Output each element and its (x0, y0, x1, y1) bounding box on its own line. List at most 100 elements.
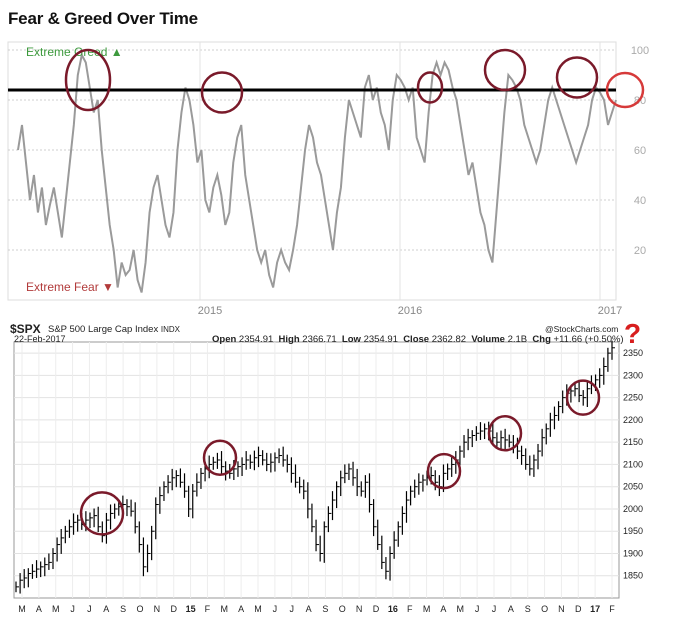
spx-y-ticks: 1850 1900 1950 2000 2050 2100 2150 2200 2250 2300… (623, 348, 643, 581)
fear-greed-plot-area (7, 41, 617, 301)
spx-x-tick-label: 17 (590, 604, 600, 614)
spx-plot-area (13, 341, 620, 599)
spx-x-tick-label: A (103, 604, 109, 614)
volume-label: Volume (471, 334, 505, 345)
spx-y-tick-label: 2300 (623, 370, 643, 380)
chg-label: Chg (532, 334, 551, 345)
close-label: Close (403, 334, 430, 345)
current-reading-circle (605, 71, 645, 109)
spx-x-tick-label: S (525, 604, 531, 614)
chg-value: +11.66 (+0.50%) (553, 334, 624, 345)
spx-y-tick-label: 2050 (623, 482, 643, 492)
greed-peak-circle (483, 48, 527, 92)
spx-x-tick-label: A (440, 604, 446, 614)
spx-x-tick-label: S (322, 604, 328, 614)
spx-y-tick-label: 1950 (623, 526, 643, 536)
spx-x-tick-label: 15 (186, 604, 196, 614)
spx-name: S&P 500 Large Cap Index INDX (48, 324, 180, 335)
spx-peak-circle (79, 491, 125, 536)
spx-x-ticks: M A M J J A S O N D 15 F M A M J J A S O N D 16 F M A M J J A S O N D 17 F (18, 604, 615, 614)
spx-peak-circle (426, 452, 462, 490)
greed-peak-circle (416, 71, 444, 104)
fear-greed-x-tick-label: 2015 (198, 305, 222, 317)
spx-x-tick-label: A (36, 604, 42, 614)
spx-x-tick-label: M (52, 604, 60, 614)
spx-panel: 1850 1900 1950 2000 2050 2100 2150 2200 2250 2300… (13, 340, 643, 614)
spx-x-tick-label: A (508, 604, 514, 614)
spx-y-tick-label: 1850 (623, 571, 643, 581)
fear-greed-y-tick-label: 40 (634, 195, 646, 207)
question-mark-annotation: ? (624, 318, 642, 349)
spx-x-tick-label: N (154, 604, 161, 614)
spx-y-tick-label: 2000 (623, 504, 643, 514)
greed-peak-circle (200, 71, 244, 114)
spx-x-tick-label: M (18, 604, 26, 614)
chart-title: Fear & Greed Over Time (8, 9, 198, 28)
spx-exchange: INDX (160, 325, 180, 334)
spx-ohlc-row: Open 2354.91 High 2366.71 Low 2354.91 Cl… (212, 334, 624, 345)
spx-x-tick-label: O (136, 604, 143, 614)
fear-greed-gridlines (8, 42, 616, 300)
fear-greed-x-ticks: 2015 2016 2017 (198, 305, 622, 317)
spx-x-tick-label: 16 (388, 604, 398, 614)
spx-price-bars (15, 340, 615, 594)
fear-greed-x-tick-label: 2017 (598, 305, 622, 317)
spx-x-tick-label: D (373, 604, 380, 614)
spx-y-tick-label: 1900 (623, 548, 643, 558)
spx-x-tick-label: M (254, 604, 262, 614)
spx-x-tick-label: N (356, 604, 363, 614)
high-label: High (278, 334, 300, 345)
spx-peak-circle (487, 415, 523, 452)
spx-x-tick-label: N (558, 604, 565, 614)
spx-index-name: S&P 500 Large Cap Index (48, 324, 159, 335)
fear-greed-x-tick-label: 2016 (398, 305, 422, 317)
spx-x-tick-label: J (475, 604, 480, 614)
high-value: 2366.71 (302, 334, 337, 345)
extreme-greed-label: Extreme Greed ▲ (26, 45, 123, 59)
spx-x-tick-label: J (289, 604, 294, 614)
spx-x-tick-label: M (221, 604, 229, 614)
greed-peak-circle (555, 56, 599, 99)
spx-x-tick-label: S (120, 604, 126, 614)
spx-x-tick-label: J (70, 604, 75, 614)
open-label: Open (212, 334, 237, 345)
spx-x-tick-label: A (306, 604, 312, 614)
fear-greed-annotation-circles (64, 48, 645, 114)
close-value: 2362.82 (431, 334, 467, 345)
spx-symbol: $SPX (10, 322, 41, 336)
spx-x-tick-label: D (575, 604, 582, 614)
extreme-fear-label: Extreme Fear ▼ (26, 280, 114, 294)
spx-y-tick-label: 2200 (623, 415, 643, 425)
spx-peak-circle (565, 379, 601, 416)
low-value: 2354.91 (363, 334, 398, 345)
spx-y-tick-label: 2250 (623, 393, 643, 403)
fear-greed-y-tick-label: 100 (631, 45, 649, 57)
watermark: @StockCharts.com (545, 324, 619, 334)
spx-annotation-circles (79, 379, 601, 536)
spx-x-tick-label: O (339, 604, 346, 614)
spx-y-tick-label: 2100 (623, 459, 643, 469)
fear-greed-y-tick-label: 60 (634, 145, 646, 157)
spx-x-tick-label: A (238, 604, 244, 614)
spx-x-tick-label: F (609, 604, 615, 614)
open-value: 2354.91 (238, 334, 274, 345)
spx-x-tick-label: M (423, 604, 431, 614)
spx-x-tick-label: F (205, 604, 211, 614)
low-label: Low (341, 334, 361, 345)
spx-y-tick-label: 2350 (623, 348, 643, 358)
volume-value: 2.1B (507, 334, 528, 345)
spx-x-tick-label: J (273, 604, 278, 614)
spx-x-tick-label: O (541, 604, 548, 614)
spx-y-tick-label: 2150 (623, 437, 643, 447)
spx-x-tick-label: J (492, 604, 497, 614)
spx-x-tick-label: J (87, 604, 92, 614)
spx-peak-circle (202, 439, 238, 477)
greed-peak-circle (64, 48, 112, 112)
spx-x-tick-label: M (457, 604, 465, 614)
spx-x-tick-label: F (407, 604, 413, 614)
fear-greed-y-tick-label: 20 (634, 245, 646, 257)
